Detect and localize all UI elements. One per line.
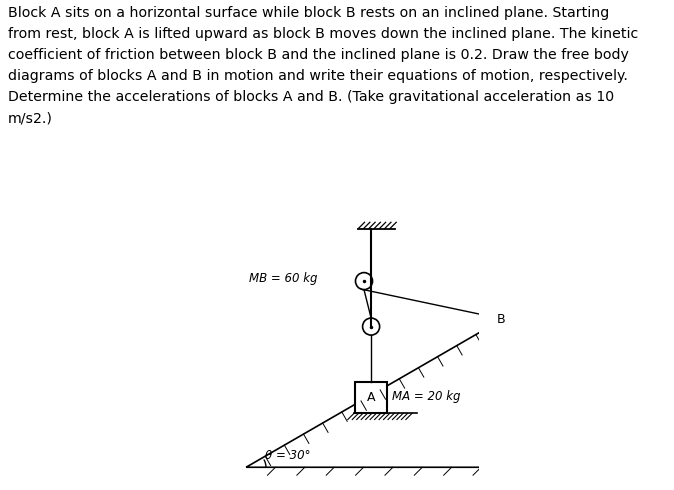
- Circle shape: [355, 272, 373, 290]
- Polygon shape: [484, 302, 519, 337]
- Text: θ = 30°: θ = 30°: [264, 448, 310, 462]
- Text: A: A: [367, 391, 375, 404]
- Bar: [355, 382, 387, 413]
- Text: MA = 20 kg: MA = 20 kg: [392, 390, 461, 403]
- Text: MB = 60 kg: MB = 60 kg: [249, 272, 317, 285]
- Text: Block A sits on a horizontal surface while block B rests on an inclined plane. S: Block A sits on a horizontal surface whi…: [8, 6, 638, 125]
- Text: B: B: [497, 313, 506, 326]
- Circle shape: [363, 318, 379, 335]
